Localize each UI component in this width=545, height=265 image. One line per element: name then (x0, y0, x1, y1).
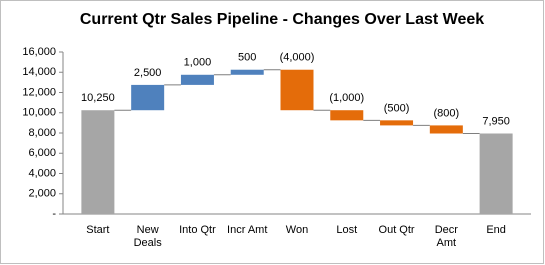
bar (81, 110, 115, 214)
value-label: 1,000 (184, 57, 212, 69)
x-tick-label: New Deals (133, 224, 162, 249)
y-tick-label: 6,000 (28, 147, 56, 159)
bar (131, 84, 165, 111)
y-tick-label: 10,000 (22, 107, 56, 119)
value-label: 7,950 (482, 115, 510, 127)
y-tick-label: 16,000 (22, 46, 56, 58)
bar (429, 125, 463, 134)
y-tick-label: 4,000 (28, 167, 56, 179)
bar (180, 74, 214, 85)
y-tick-label: 8,000 (28, 127, 56, 139)
value-label: 10,250 (81, 92, 115, 104)
bar (230, 69, 264, 75)
x-tick-label: Decr Amt (434, 224, 458, 249)
y-tick-label: - (52, 208, 56, 220)
x-tick-label: Incr Amt (227, 224, 268, 236)
chart-title: Current Qtr Sales Pipeline - Changes Ove… (80, 11, 484, 28)
y-tick-label: 14,000 (22, 66, 56, 78)
bar (380, 120, 414, 126)
bar (479, 133, 513, 214)
value-label: 2,500 (134, 67, 162, 79)
x-tick-label: Start (86, 224, 110, 236)
value-label: 500 (238, 52, 256, 64)
value-label: (800) (433, 107, 459, 119)
value-label: (1,000) (329, 92, 364, 104)
x-tick-label: Out Qtr (378, 224, 415, 236)
x-tick-label: End (486, 224, 506, 236)
x-tick-label: Into Qtr (179, 224, 216, 236)
bar (280, 69, 314, 111)
y-tick-label: 2,000 (28, 188, 56, 200)
y-tick-label: 12,000 (22, 86, 56, 98)
x-tick-label: Won (285, 224, 309, 236)
value-label: (500) (384, 102, 410, 114)
x-tick-label: Lost (336, 224, 358, 236)
bar (330, 110, 364, 121)
value-label: (4,000) (280, 52, 315, 64)
